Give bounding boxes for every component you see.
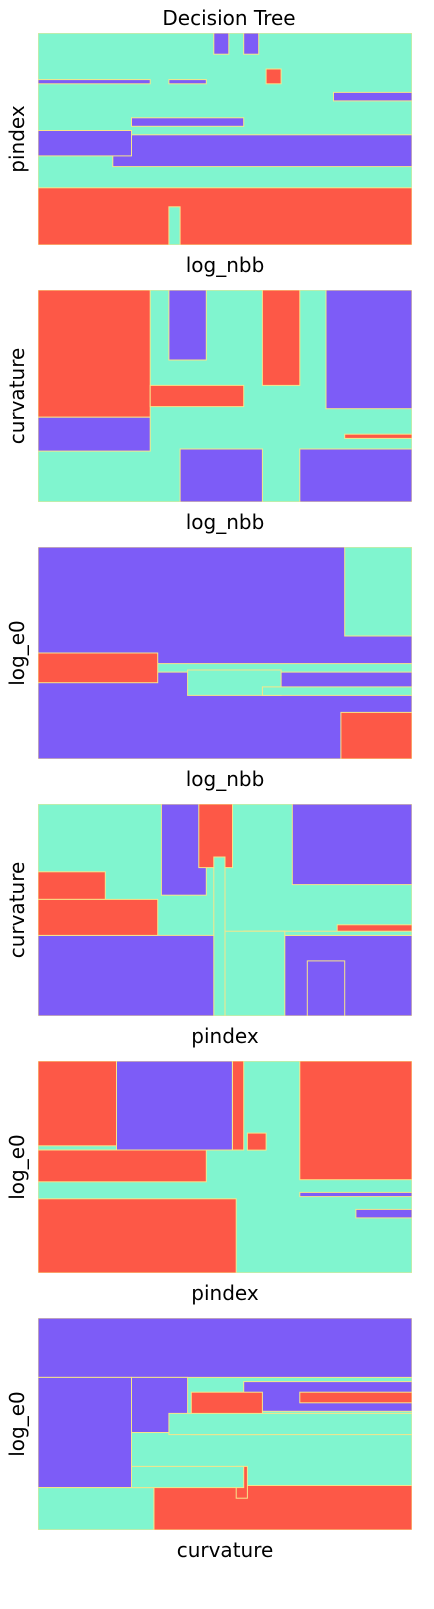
decision-region xyxy=(246,1132,267,1151)
decision-region xyxy=(168,206,181,245)
x-axis-label: pindex xyxy=(191,1281,259,1305)
subplot-5: pindex log_e0 xyxy=(5,1061,412,1305)
subplot-2: log_nbb curvature xyxy=(5,290,412,534)
plot-area xyxy=(38,1318,412,1530)
x-axis-label: curvature xyxy=(177,1538,274,1562)
decision-region xyxy=(38,187,412,245)
decision-region xyxy=(344,547,412,637)
decision-region xyxy=(168,290,207,361)
decision-region xyxy=(325,290,412,410)
decision-region xyxy=(131,1465,245,1489)
decision-region xyxy=(299,1061,412,1181)
decision-region xyxy=(38,1376,132,1489)
x-axis-label: log_nbb xyxy=(186,253,265,277)
y-axis-label: log_e0 xyxy=(5,620,29,686)
decision-region xyxy=(112,134,412,168)
decision-region xyxy=(168,79,207,85)
decision-region xyxy=(265,68,282,85)
y-axis-label: curvature xyxy=(5,348,29,445)
decision-region xyxy=(38,290,151,418)
subplot-1: log_nbb pindex xyxy=(5,33,412,277)
y-axis-label: pindex xyxy=(5,105,29,173)
decision-region xyxy=(299,448,412,502)
y-axis-label: curvature xyxy=(5,862,29,959)
x-axis-label: pindex xyxy=(191,1024,259,1048)
decision-region xyxy=(38,871,106,900)
decision-region xyxy=(299,1191,412,1198)
decision-region xyxy=(131,117,245,127)
plot-area xyxy=(38,804,412,1016)
decision-region xyxy=(38,1318,412,1378)
subplot-4: pindex curvature xyxy=(5,804,412,1048)
decision-region xyxy=(333,91,412,102)
decision-region xyxy=(149,384,245,408)
figure-title: Decision Tree xyxy=(162,6,295,30)
decision-region xyxy=(38,130,132,157)
decision-region xyxy=(261,290,301,386)
decision-region xyxy=(179,448,263,502)
decision-region xyxy=(306,960,346,1016)
y-axis-label: log_e0 xyxy=(5,1134,29,1200)
decision-region xyxy=(38,1149,207,1183)
decision-region xyxy=(243,33,260,55)
decision-region xyxy=(213,856,226,1016)
subplot-3: log_nbb log_e0 xyxy=(5,547,412,791)
decision-region xyxy=(153,1485,412,1530)
decision-region xyxy=(299,1391,412,1404)
decision-region xyxy=(116,1061,233,1151)
decision-region xyxy=(340,711,412,759)
plot-area xyxy=(38,1061,412,1273)
decision-region xyxy=(344,433,412,439)
decision-region xyxy=(232,1061,245,1151)
plot-area xyxy=(38,33,412,245)
decision-region xyxy=(261,686,412,696)
y-axis-label: log_e0 xyxy=(5,1391,29,1457)
x-axis-label: log_nbb xyxy=(186,767,265,791)
subplot-stack: log_nbbpindexlog_nbbcurvaturelog_nbblog_… xyxy=(5,33,412,1562)
plot-area xyxy=(38,290,412,502)
decision-region xyxy=(38,1487,155,1530)
plot-area xyxy=(38,547,412,759)
decision-region xyxy=(224,930,286,1016)
decision-region xyxy=(213,33,230,55)
x-axis-label: log_nbb xyxy=(186,510,265,534)
decision-region xyxy=(38,79,151,85)
decision-region xyxy=(168,1412,412,1436)
decision-region xyxy=(355,1208,412,1219)
decision-region xyxy=(38,898,159,936)
decision-region xyxy=(38,1198,237,1273)
decision-region xyxy=(38,1061,117,1147)
decision-region xyxy=(38,416,151,452)
decision-region xyxy=(38,652,159,684)
subplot-6: curvature log_e0 xyxy=(5,1318,412,1562)
decision-region xyxy=(291,804,412,886)
